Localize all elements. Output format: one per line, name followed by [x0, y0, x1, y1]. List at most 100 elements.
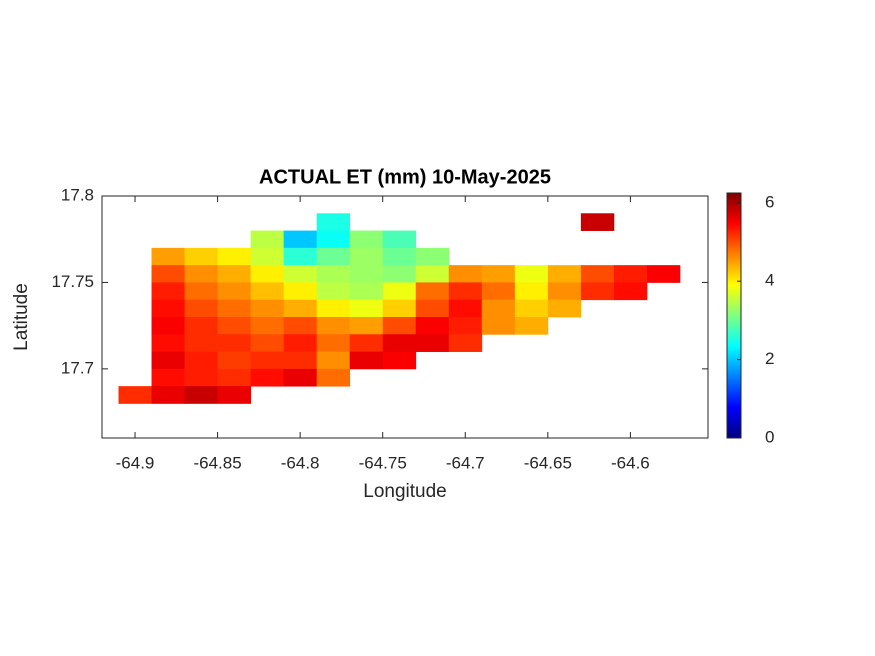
cell [316, 334, 351, 352]
cell [217, 265, 252, 283]
cell [283, 368, 318, 387]
cell [448, 265, 483, 283]
cell [316, 265, 351, 283]
x-tick-label: -64.9 [116, 453, 155, 472]
x-axis-label: Longitude [363, 481, 446, 502]
cell [184, 282, 218, 301]
cell [250, 265, 285, 283]
cell [481, 299, 516, 318]
cell [151, 386, 185, 404]
cell [316, 317, 351, 335]
y-tick-label: 17.75 [51, 272, 94, 291]
cell [217, 386, 252, 404]
cell [184, 386, 218, 404]
cell [250, 299, 285, 318]
cell [283, 265, 318, 283]
cell [184, 334, 218, 352]
cell [250, 230, 285, 249]
cell [547, 282, 582, 301]
cell [547, 265, 582, 283]
cell [217, 368, 252, 387]
cell [415, 334, 450, 352]
cell [217, 247, 252, 266]
cell [217, 334, 252, 352]
cell [415, 265, 450, 283]
cell [283, 317, 318, 335]
cell [151, 282, 185, 301]
cell [349, 299, 384, 318]
cell [382, 230, 417, 249]
cell [316, 213, 351, 231]
cell [382, 299, 417, 318]
cell [382, 247, 417, 266]
cell [151, 317, 185, 335]
cell [514, 265, 549, 283]
cell [250, 247, 285, 266]
cell [184, 317, 218, 335]
cell [415, 282, 450, 301]
cell [151, 247, 185, 266]
axes-box [101, 195, 709, 439]
colorbar-tick-label: 6 [765, 192, 774, 211]
cell [415, 299, 450, 318]
cell [184, 247, 218, 266]
cell [316, 230, 351, 249]
cell [250, 282, 285, 301]
cell [316, 299, 351, 318]
colorbar-tick-label: 4 [765, 271, 774, 290]
cell [217, 317, 252, 335]
cell [184, 299, 218, 318]
cell [382, 334, 417, 352]
cell [250, 368, 285, 387]
cell [217, 351, 252, 370]
cell [448, 317, 483, 335]
cell [349, 351, 384, 370]
cell [250, 317, 285, 335]
cell [316, 282, 351, 301]
cell [382, 351, 417, 370]
cell [151, 334, 185, 352]
colorbar [726, 192, 742, 439]
cell [349, 247, 384, 266]
cell [316, 351, 351, 370]
cell [514, 299, 549, 318]
cell [415, 317, 450, 335]
y-tick-label: 17.8 [61, 185, 94, 204]
cell [151, 299, 185, 318]
cell [481, 317, 516, 335]
cell [382, 265, 417, 283]
cell [283, 282, 318, 301]
cell [217, 282, 252, 301]
y-tick-label: 17.7 [61, 358, 94, 377]
cell [349, 230, 384, 249]
cell [283, 247, 318, 266]
cell [613, 265, 648, 283]
cell [646, 265, 681, 283]
cell [580, 282, 615, 301]
cell [448, 299, 483, 318]
cell [514, 317, 549, 335]
cell [481, 265, 516, 283]
cell [415, 247, 450, 266]
cell [250, 334, 285, 352]
x-tick-label: -64.7 [446, 453, 485, 472]
cell [316, 247, 351, 266]
cell [382, 282, 417, 301]
chart-title: ACTUAL ET (mm) 10-May-2025 [259, 166, 551, 188]
x-tick-label: -64.6 [611, 453, 650, 472]
y-axis-label: Latitude [11, 283, 32, 351]
cell [184, 265, 218, 283]
cell [118, 386, 152, 404]
cell [184, 368, 218, 387]
x-tick-label: -64.65 [524, 453, 572, 472]
cell [217, 299, 252, 318]
cell [283, 334, 318, 352]
cell [316, 368, 351, 387]
cell [349, 334, 384, 352]
cell [514, 282, 549, 301]
cell [151, 265, 185, 283]
cell [448, 282, 483, 301]
cell [448, 334, 483, 352]
colorbar-tick-label: 2 [765, 349, 774, 368]
cell [580, 265, 615, 283]
